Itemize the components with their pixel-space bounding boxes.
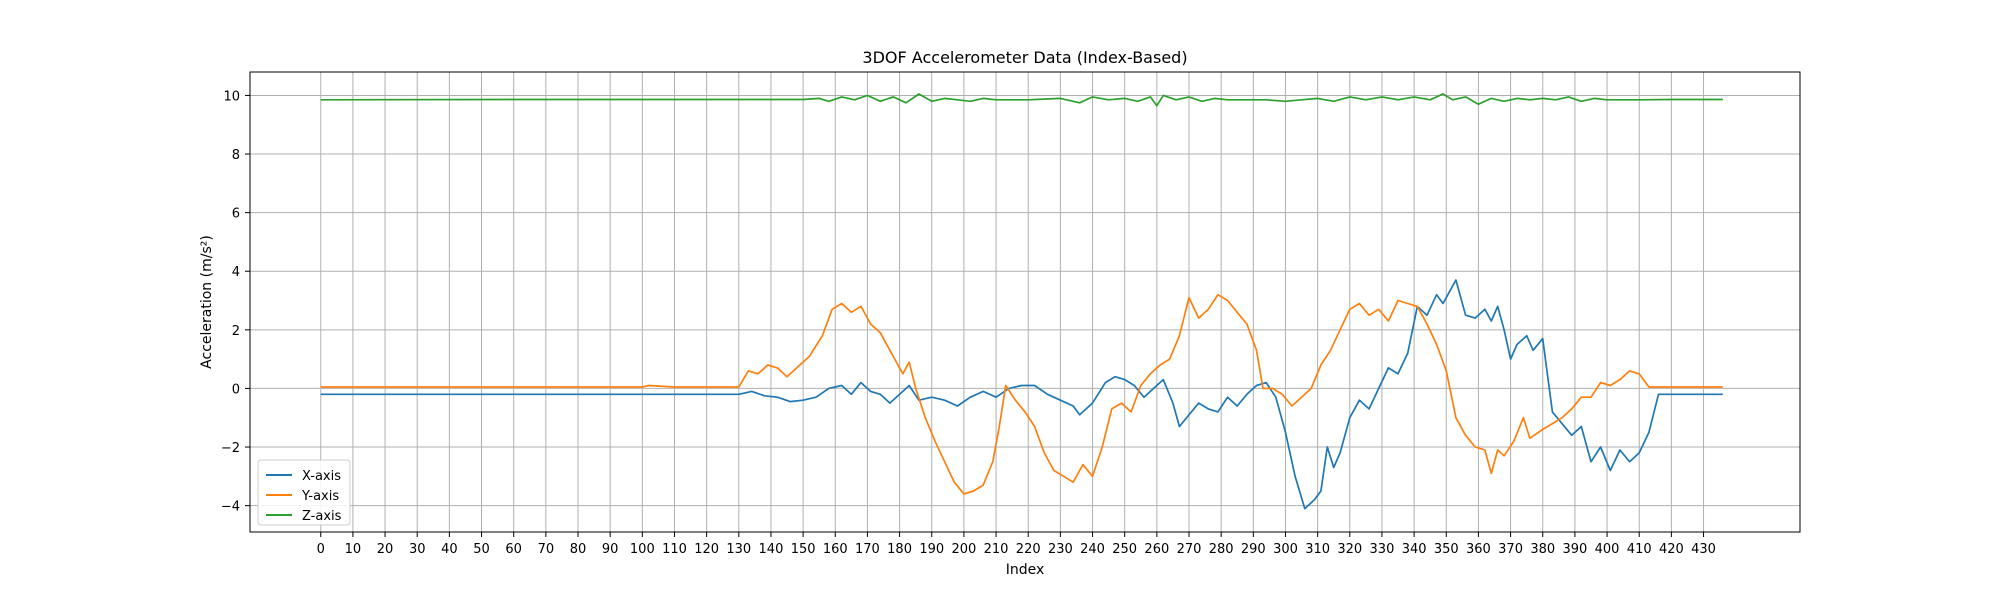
y-tick-label: 8: [232, 148, 240, 163]
x-tick-label: 40: [441, 542, 458, 557]
grid-layer: [250, 72, 1800, 532]
x-tick-label: 130: [726, 542, 751, 557]
x-tick-label: 290: [1241, 542, 1266, 557]
x-tick-label: 150: [791, 542, 816, 557]
x-tick-label: 120: [694, 542, 719, 557]
legend-label: Z-axis: [302, 509, 342, 524]
x-tick-label: 10: [345, 542, 362, 557]
y-tick-label: 4: [232, 265, 240, 280]
x-tick-label: 70: [538, 542, 555, 557]
x-tick-label: 170: [855, 542, 880, 557]
x-tick-label: 260: [1144, 542, 1169, 557]
x-tick-label: 320: [1337, 542, 1362, 557]
legend-label: X-axis: [302, 469, 341, 484]
x-tick-label: 330: [1370, 542, 1395, 557]
x-tick-label: 390: [1562, 542, 1587, 557]
x-tick-label: 300: [1273, 542, 1298, 557]
x-tick-label: 400: [1595, 542, 1620, 557]
x-tick-label: 280: [1209, 542, 1234, 557]
y-tick-label: 2: [232, 324, 240, 339]
legend-box: [257, 459, 351, 526]
legend-items: X-axis Y-axis Z-axis: [266, 469, 342, 524]
x-tick-label: 360: [1466, 542, 1491, 557]
x-tick-label: 220: [1016, 542, 1041, 557]
x-tick-label: 370: [1498, 542, 1523, 557]
x-tick-label: 210: [984, 542, 1009, 557]
legend: X-axis Y-axis Z-axis: [257, 459, 351, 526]
x-tick-label: 350: [1434, 542, 1459, 557]
x-axis-label: Index: [1006, 562, 1045, 578]
x-tick-label: 240: [1080, 542, 1105, 557]
x-tick-label: 90: [602, 542, 619, 557]
x-tick-label: 140: [759, 542, 784, 557]
x-tick-label: 190: [919, 542, 944, 557]
x-tick-label: 50: [473, 542, 490, 557]
x-tick-label: 30: [409, 542, 426, 557]
series-line-z-axis: [320, 93, 1723, 107]
tick-layer: 0 10 20 30 40 50 60 70 80 90 100 110 120 130 140 150 160…: [221, 89, 1716, 557]
x-tick-label: 340: [1402, 542, 1427, 557]
series-line-y-axis: [320, 293, 1723, 495]
x-tick-label: 20: [377, 542, 394, 557]
x-tick-label: 410: [1627, 542, 1652, 557]
x-tick-label: 430: [1691, 542, 1716, 557]
y-tick-label: 0: [232, 382, 240, 397]
x-tick-label: 420: [1659, 542, 1684, 557]
x-tick-label: 250: [1112, 542, 1137, 557]
x-tick-label: 180: [887, 542, 912, 557]
x-tick-label: 380: [1530, 542, 1555, 557]
y-tick-label: 6: [232, 207, 240, 222]
y-tick-label: 10: [223, 89, 240, 104]
x-tick-label: 110: [662, 542, 687, 557]
x-tick-label: 310: [1305, 542, 1330, 557]
x-tick-label: 60: [505, 542, 522, 557]
y-axis-label: Acceleration (m/s²): [199, 235, 215, 369]
series-layer: [320, 93, 1723, 510]
x-tick-label: 200: [951, 542, 976, 557]
x-tick-label: 80: [570, 542, 587, 557]
x-tick-label: 0: [317, 542, 325, 557]
plot-area-frame: [249, 71, 1801, 533]
y-tick-label: −4: [221, 500, 240, 515]
legend-label: Y-axis: [301, 489, 339, 504]
y-tick-label: −2: [221, 441, 240, 456]
x-tick-label: 100: [630, 542, 655, 557]
x-tick-label: 270: [1177, 542, 1202, 557]
x-tick-label: 160: [823, 542, 848, 557]
series-line-x-axis: [320, 279, 1723, 510]
chart-title: 3DOF Accelerometer Data (Index-Based): [862, 48, 1187, 67]
x-tick-label: 230: [1048, 542, 1073, 557]
